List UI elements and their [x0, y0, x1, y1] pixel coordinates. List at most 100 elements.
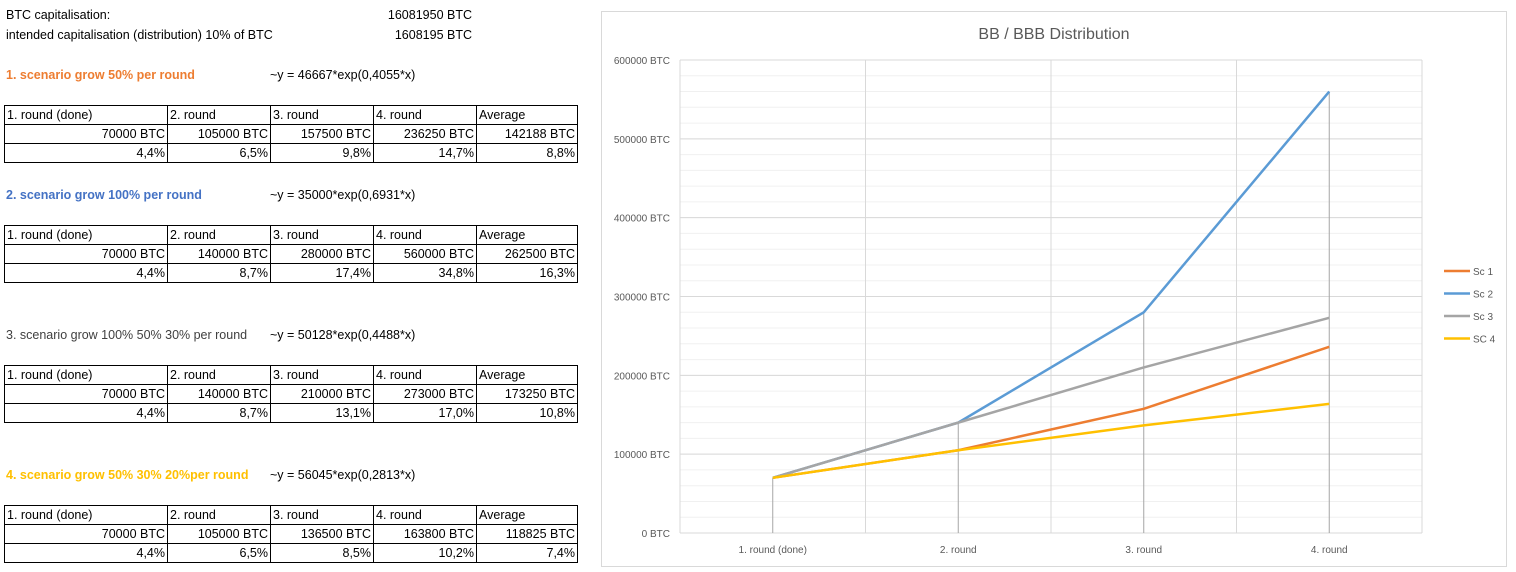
header-cell: 4. round [373, 365, 477, 385]
y-tick-label: 300000 BTC [614, 293, 670, 304]
percent-cell: 8,7% [167, 403, 271, 423]
percent-cell: 10,2% [373, 543, 477, 563]
percent-cell: 14,7% [373, 143, 477, 163]
scenario-2-title: 2. scenario grow 100% per round [6, 188, 202, 202]
percent-cell: 4,4% [4, 543, 168, 563]
scenario-3-table: 1. round (done) 2. round 3. round 4. rou… [4, 365, 578, 423]
scenario-2-formula: ~y = 35000*exp(0,6931*x) [270, 188, 416, 202]
scenario-4-formula: ~y = 56045*exp(0,2813*x) [270, 468, 416, 482]
percent-cell: 17,4% [270, 263, 374, 283]
percent-cell: 10,8% [476, 403, 578, 423]
header-cell: 1. round (done) [4, 505, 168, 525]
percent-cell: 4,4% [4, 143, 168, 163]
y-axis-labels: 0 BTC 100000 BTC 200000 BTC 300000 BTC 40000… [614, 56, 670, 540]
header-cell: 2. round [167, 505, 271, 525]
value-cell: 142188 BTC [476, 124, 578, 144]
percent-cell: 34,8% [373, 263, 477, 283]
percent-cell: 16,3% [476, 263, 578, 283]
header-cell: Average [476, 365, 578, 385]
value-cell: 118825 BTC [476, 524, 578, 544]
scenario-4-title: 4. scenario grow 50% 30% 20%per round [6, 468, 249, 482]
scenario-1-title: 1. scenario grow 50% per round [6, 68, 195, 82]
header-cell: 4. round [373, 225, 477, 245]
x-tick-label: 4. round [1311, 545, 1348, 556]
value-cell: 70000 BTC [4, 124, 168, 144]
value-cell: 210000 BTC [270, 384, 374, 404]
scenario-2-table: 1. round (done) 2. round 3. round 4. rou… [4, 225, 578, 283]
value-cell: 157500 BTC [270, 124, 374, 144]
value-cell: 140000 BTC [167, 384, 271, 404]
table-row-values: 70000 BTC 105000 BTC 157500 BTC 236250 B… [4, 124, 578, 144]
value-cell: 105000 BTC [167, 524, 271, 544]
x-tick-label: 3. round [1125, 545, 1162, 556]
percent-cell: 6,5% [167, 543, 271, 563]
value-cell: 262500 BTC [476, 244, 578, 264]
header-cell: 2. round [167, 225, 271, 245]
legend-label: SC 4 [1473, 335, 1496, 346]
value-cell: 236250 BTC [373, 124, 477, 144]
distribution-chart[interactable]: BB / BBB Distribution 0 BTC 100000 BTC 200… [601, 11, 1507, 567]
value-cell: 140000 BTC [167, 244, 271, 264]
intended-capitalisation-value: 1608195 BTC [394, 28, 472, 42]
table-header-row: 1. round (done) 2. round 3. round 4. rou… [4, 225, 578, 245]
table-row-percents: 4,4% 6,5% 9,8% 14,7% 8,8% [4, 143, 578, 163]
percent-cell: 17,0% [373, 403, 477, 423]
x-axis-labels: 1. round (done) 2. round 3. round 4. round [739, 545, 1348, 556]
scenario-1-table: 1. round (done) 2. round 3. round 4. rou… [4, 105, 578, 163]
series-line-4 [772, 402, 1330, 480]
y-tick-label: 400000 BTC [614, 214, 670, 225]
chart-series [772, 90, 1331, 480]
table-row-values: 70000 BTC 140000 BTC 280000 BTC 560000 B… [4, 244, 578, 264]
value-cell: 70000 BTC [4, 244, 168, 264]
y-tick-label: 600000 BTC [614, 56, 670, 67]
header-cell: 2. round [167, 105, 271, 125]
header-cell: Average [476, 225, 578, 245]
y-tick-label: 500000 BTC [614, 135, 670, 146]
percent-cell: 13,1% [270, 403, 374, 423]
header-cell: Average [476, 105, 578, 125]
value-cell: 280000 BTC [270, 244, 374, 264]
percent-cell: 4,4% [4, 403, 168, 423]
header-cell: 3. round [270, 365, 374, 385]
legend-label: Sc 1 [1473, 267, 1493, 278]
header-cell: 4. round [373, 105, 477, 125]
table-row-percents: 4,4% 6,5% 8,5% 10,2% 7,4% [4, 543, 578, 563]
table-row-values: 70000 BTC 140000 BTC 210000 BTC 273000 B… [4, 384, 578, 404]
scenario-4-table: 1. round (done) 2. round 3. round 4. rou… [4, 505, 578, 563]
header-cell: 2. round [167, 365, 271, 385]
chart-canvas: BB / BBB Distribution 0 BTC 100000 BTC 200… [614, 26, 1496, 556]
table-header-row: 1. round (done) 2. round 3. round 4. rou… [4, 105, 578, 125]
header-cell: 1. round (done) [4, 225, 168, 245]
value-cell: 273000 BTC [373, 384, 477, 404]
percent-cell: 8,8% [476, 143, 578, 163]
value-cell: 105000 BTC [167, 124, 271, 144]
value-cell: 560000 BTC [373, 244, 477, 264]
btc-capitalisation-label: BTC capitalisation: [6, 8, 111, 22]
table-header-row: 1. round (done) 2. round 3. round 4. rou… [4, 365, 578, 385]
percent-cell: 7,4% [476, 543, 578, 563]
y-tick-label: 200000 BTC [614, 371, 670, 382]
value-cell: 70000 BTC [4, 524, 168, 544]
legend-label: Sc 3 [1473, 312, 1493, 323]
legend-label: Sc 2 [1473, 290, 1493, 301]
intended-capitalisation-label: intended capitalisation (distribution) 1… [6, 28, 273, 42]
value-cell: 173250 BTC [476, 384, 578, 404]
scenario-1-formula: ~y = 46667*exp(0,4055*x) [270, 68, 416, 82]
y-tick-label: 0 BTC [642, 529, 670, 540]
btc-capitalisation-value: 16081950 BTC [387, 8, 472, 22]
header-cell: Average [476, 505, 578, 525]
header-cell: 1. round (done) [4, 365, 168, 385]
percent-cell: 6,5% [167, 143, 271, 163]
header-cell: 4. round [373, 505, 477, 525]
percent-cell: 8,7% [167, 263, 271, 283]
x-tick-label: 2. round [940, 545, 977, 556]
table-row-percents: 4,4% 8,7% 13,1% 17,0% 10,8% [4, 403, 578, 423]
scenario-3-title: 3. scenario grow 100% 50% 30% per round [6, 328, 248, 342]
value-cell: 163800 BTC [373, 524, 477, 544]
y-tick-label: 100000 BTC [614, 450, 670, 461]
table-row-percents: 4,4% 8,7% 17,4% 34,8% 16,3% [4, 263, 578, 283]
value-cell: 136500 BTC [270, 524, 374, 544]
table-header-row: 1. round (done) 2. round 3. round 4. rou… [4, 505, 578, 525]
chart-legend[interactable]: Sc 1 Sc 2 Sc 3 SC 4 [1444, 267, 1496, 346]
percent-cell: 4,4% [4, 263, 168, 283]
